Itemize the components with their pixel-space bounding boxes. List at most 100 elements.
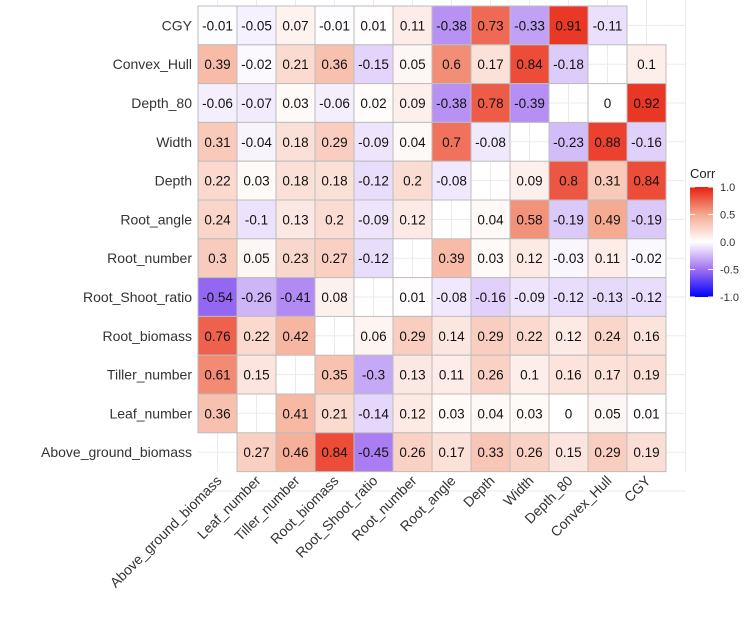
cell-value-label: 0.18 <box>282 135 308 150</box>
heatmap-cell <box>626 121 667 162</box>
heatmap-cell <box>626 354 667 395</box>
cell-value-label: -0.23 <box>553 135 584 150</box>
cell-value-label: 0.09 <box>516 174 542 189</box>
heatmap-cell <box>236 238 277 279</box>
cell-value-label: -0.09 <box>358 212 389 227</box>
heatmap-cell <box>431 121 472 162</box>
heatmap-cell <box>392 393 433 434</box>
heatmap-cell <box>275 432 316 473</box>
heatmap-cell <box>626 238 667 279</box>
cell-value-label: 0.01 <box>360 18 386 33</box>
x-tick-label: CGY <box>621 472 654 505</box>
cell-value-label: 0.19 <box>633 368 659 383</box>
cell-value-label: -0.08 <box>436 290 467 305</box>
heatmap-cell <box>626 432 667 473</box>
cell-value-label: -0.09 <box>514 290 545 305</box>
y-tick-label: Depth_80 <box>131 95 192 111</box>
cell-value-label: 0.7 <box>442 135 461 150</box>
legend-tick-label: 0.5 <box>720 210 735 222</box>
heatmap-cell <box>392 160 433 201</box>
cell-value-label: -0.12 <box>553 290 584 305</box>
heatmap-cell <box>392 277 433 317</box>
heatmap-cell <box>509 199 550 240</box>
heatmap-cell <box>353 238 394 279</box>
y-tick-label: Root_number <box>107 250 192 266</box>
heatmap-cell <box>314 160 355 201</box>
cell-value-label: 0.29 <box>399 329 425 344</box>
cell-value-label: -0.19 <box>553 212 584 227</box>
cell-value-label: 0.04 <box>399 135 426 150</box>
heatmap-cell <box>626 199 667 240</box>
cell-value-label: -0.38 <box>436 96 467 111</box>
heatmap-cell <box>392 315 433 356</box>
cell-value-label: -0.12 <box>631 290 662 305</box>
heatmap-cell <box>548 5 589 46</box>
cell-value-label: -0.09 <box>358 135 389 150</box>
heatmap-cell <box>236 315 277 356</box>
cell-value-label: 0.1 <box>520 368 539 383</box>
cell-value-label: -0.04 <box>241 135 272 150</box>
heatmap-cell <box>236 277 277 317</box>
heatmap-cell <box>548 44 589 85</box>
heatmap-cell <box>548 199 589 240</box>
cell-value-label: 0.29 <box>594 445 620 460</box>
heatmap-cell <box>431 160 472 201</box>
heatmap-cell <box>197 393 238 434</box>
heatmap-cell <box>509 83 550 123</box>
cell-value-label: 0.1 <box>637 57 656 72</box>
cell-value-label: 0.26 <box>477 368 503 383</box>
cell-value-label: 0 <box>565 406 573 421</box>
cell-value-label: 0.84 <box>516 57 543 72</box>
cell-value-label: -0.15 <box>358 57 389 72</box>
heatmap-cell <box>470 432 511 473</box>
heatmap-cell <box>392 354 433 395</box>
heatmap-cell <box>236 354 277 395</box>
cell-value-label: 0.17 <box>438 445 464 460</box>
cell-value-label: -0.03 <box>553 251 584 266</box>
cell-value-label: -0.45 <box>358 445 389 460</box>
cell-value-label: 0.11 <box>595 251 620 266</box>
heatmap-cell <box>587 354 628 395</box>
y-tick-label: Root_angle <box>120 211 192 227</box>
cell-value-label: 0.01 <box>633 406 659 421</box>
cell-value-label: 0.6 <box>442 57 461 72</box>
cell-value-label: 0.03 <box>243 174 269 189</box>
heatmap-cell <box>275 238 316 279</box>
heatmap-cell <box>392 199 433 240</box>
heatmap-cell <box>353 160 394 201</box>
heatmap-cell <box>587 432 628 473</box>
cell-value-label: 0.26 <box>399 445 425 460</box>
cell-value-label: 0.18 <box>282 174 308 189</box>
heatmap-cell <box>275 83 316 123</box>
cell-value-label: 0.27 <box>321 251 347 266</box>
heatmap-cell <box>548 160 589 201</box>
cell-value-label: 0.33 <box>477 445 503 460</box>
cell-value-label: 0.03 <box>438 406 464 421</box>
heatmap-cell <box>275 393 316 434</box>
heatmap-cell <box>275 44 316 85</box>
cell-value-label: 0.06 <box>360 329 386 344</box>
cell-value-label: 0.14 <box>438 329 465 344</box>
cell-value-label: -0.54 <box>202 290 233 305</box>
heatmap-cell <box>353 44 394 85</box>
heatmap-cell <box>470 354 511 395</box>
heatmap-cell <box>626 44 667 85</box>
cell-value-label: 0.12 <box>399 406 425 421</box>
cell-value-label: 0.3 <box>208 251 227 266</box>
cell-value-label: -0.08 <box>436 174 467 189</box>
heatmap-cell <box>197 121 238 162</box>
heatmap-cell <box>431 277 472 317</box>
cell-value-label: 0.36 <box>204 406 230 421</box>
cell-value-label: 0.22 <box>243 329 269 344</box>
y-tick-label: Root_biomass <box>103 328 193 344</box>
legend-tick-label: 0.0 <box>720 237 735 249</box>
legend-tick-label: 1.0 <box>720 182 735 194</box>
cell-value-label: -0.18 <box>553 57 584 72</box>
cell-value-label: 0.21 <box>321 406 347 421</box>
heatmap-cell <box>353 432 394 473</box>
cell-value-label: -0.12 <box>358 174 389 189</box>
cell-value-label: 0.21 <box>282 57 308 72</box>
heatmap-cell <box>509 315 550 356</box>
heatmap-cell <box>236 5 277 46</box>
